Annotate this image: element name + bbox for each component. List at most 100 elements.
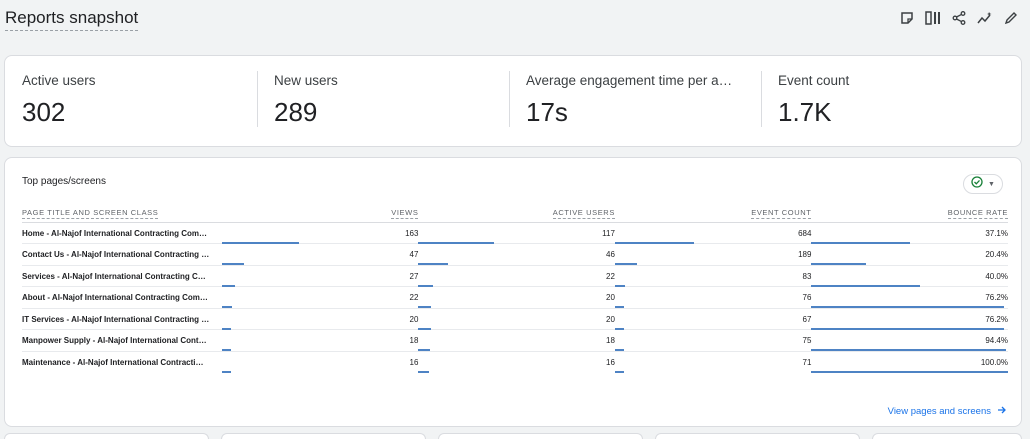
table-row[interactable]: Home - Al-Najof International Contractin… bbox=[22, 222, 1008, 245]
cell-value: 37.1% bbox=[985, 228, 1008, 238]
table-row[interactable]: Contact Us - Al-Najof International Cont… bbox=[22, 243, 1008, 266]
compare-icon[interactable] bbox=[924, 9, 942, 27]
value-bar bbox=[221, 241, 300, 244]
cell-value: 94.4% bbox=[985, 336, 1008, 346]
value-bar bbox=[811, 371, 1008, 374]
views-cell: 22 bbox=[221, 286, 419, 309]
kpi-label: Active users bbox=[22, 73, 96, 88]
active-users-cell: 20 bbox=[418, 286, 615, 309]
value-bar bbox=[418, 284, 433, 287]
views-cell: 47 bbox=[221, 243, 419, 266]
cell-value: 27 bbox=[409, 271, 419, 281]
cell-value: 16 bbox=[409, 358, 419, 368]
share-icon[interactable] bbox=[950, 9, 968, 27]
views-cell: 27 bbox=[221, 265, 419, 288]
value-bar bbox=[418, 241, 494, 244]
table-row[interactable]: Services - Al-Najof International Contra… bbox=[22, 265, 1008, 288]
table-row[interactable]: IT Services - Al-Najof International Con… bbox=[22, 308, 1008, 331]
value-bar bbox=[811, 306, 1005, 309]
column-header-page-title[interactable]: PAGE TITLE AND SCREEN CLASS bbox=[22, 203, 222, 223]
value-bar bbox=[614, 241, 694, 244]
column-header-active-users[interactable]: ACTIVE USERS bbox=[418, 203, 615, 223]
views-cell: 16 bbox=[221, 352, 419, 374]
cell-value: 47 bbox=[409, 250, 419, 260]
cell-value: 20 bbox=[606, 293, 615, 303]
kpi-card: Active users 302 New users 289 Average e… bbox=[4, 55, 1022, 147]
page-title-cell[interactable]: Maintenance - Al-Najof International Con… bbox=[22, 358, 204, 368]
cell-value: 76.2% bbox=[985, 293, 1008, 303]
cell-value: 163 bbox=[405, 228, 419, 238]
bounce-rate-cell: 37.1% bbox=[811, 222, 1008, 245]
page-header: Reports snapshot bbox=[0, 0, 1030, 40]
cell-value: 16 bbox=[606, 358, 615, 368]
value-bar bbox=[221, 284, 235, 287]
kpi-active-users[interactable]: Active users 302 bbox=[5, 56, 257, 148]
header-toolbar bbox=[898, 9, 1020, 27]
page-title-cell[interactable]: IT Services - Al-Najof International Con… bbox=[22, 308, 222, 331]
annotation-icon[interactable] bbox=[898, 9, 916, 27]
comparison-filter-button[interactable]: ▼ bbox=[963, 174, 1003, 194]
cell-value: 22 bbox=[409, 293, 419, 303]
kpi-value: 302 bbox=[22, 97, 66, 127]
bounce-rate-cell: 76.2% bbox=[811, 286, 1008, 309]
value-bar bbox=[221, 306, 233, 309]
value-bar bbox=[418, 349, 431, 352]
insights-icon[interactable] bbox=[976, 9, 994, 27]
event-count-cell: 71 bbox=[614, 352, 811, 374]
cell-value: 189 bbox=[798, 250, 812, 260]
cell-value: 18 bbox=[606, 336, 615, 346]
active-users-cell: 22 bbox=[418, 265, 615, 288]
column-header-bounce-rate[interactable]: BOUNCE RATE bbox=[811, 203, 1008, 223]
page-title-cell[interactable]: Contact Us - Al-Najof International Cont… bbox=[22, 243, 222, 266]
edit-icon[interactable] bbox=[1002, 9, 1020, 27]
kpi-value: 17s bbox=[526, 97, 568, 127]
table-row[interactable]: Maintenance - Al-Najof International Con… bbox=[22, 352, 1008, 374]
cell-value: 684 bbox=[798, 228, 812, 238]
active-users-cell: 20 bbox=[418, 308, 615, 331]
page-title-cell[interactable]: Home - Al-Najof International Contractin… bbox=[22, 222, 222, 245]
column-header-views[interactable]: VIEWS bbox=[221, 203, 419, 223]
page-title-cell[interactable]: Manpower Supply - Al-Najof International… bbox=[22, 329, 222, 353]
table-row[interactable]: About - Al-Najof International Contracti… bbox=[22, 286, 1008, 309]
event-count-cell: 684 bbox=[614, 222, 812, 245]
cell-value: 76.2% bbox=[985, 314, 1008, 324]
cell-value: 20.4% bbox=[985, 250, 1008, 260]
event-count-cell: 75 bbox=[614, 329, 812, 353]
check-circle-icon bbox=[971, 175, 983, 193]
pages-table: PAGE TITLE AND SCREEN CLASS VIEWS ACTIVE… bbox=[22, 203, 1008, 374]
page-title[interactable]: Reports snapshot bbox=[5, 8, 139, 31]
kpi-avg-engagement-time[interactable]: Average engagement time per active user … bbox=[509, 56, 761, 148]
column-header-event-count[interactable]: EVENT COUNT bbox=[614, 203, 812, 223]
event-count-cell: 67 bbox=[614, 308, 812, 331]
link-label: View pages and screens bbox=[887, 406, 991, 417]
value-bar bbox=[418, 327, 432, 330]
value-bar bbox=[614, 349, 624, 352]
chevron-down-icon: ▼ bbox=[988, 180, 995, 188]
active-users-cell: 16 bbox=[418, 352, 615, 374]
cell-value: 22 bbox=[606, 271, 615, 281]
value-bar bbox=[221, 371, 231, 374]
value-bar bbox=[418, 263, 449, 266]
page-title-cell[interactable]: About - Al-Najof International Contracti… bbox=[22, 286, 222, 309]
kpi-value: 1.7K bbox=[778, 97, 832, 127]
page-title-cell[interactable]: Services - Al-Najof International Contra… bbox=[22, 265, 222, 288]
value-bar bbox=[614, 371, 624, 374]
next-cards-edge bbox=[0, 433, 1030, 439]
value-bar bbox=[811, 241, 910, 244]
bounce-rate-cell: 94.4% bbox=[811, 329, 1008, 353]
kpi-new-users[interactable]: New users 289 bbox=[257, 56, 509, 148]
kpi-event-count[interactable]: Event count 1.7K bbox=[761, 56, 1013, 148]
value-bar bbox=[811, 284, 920, 287]
bounce-rate-cell: 76.2% bbox=[811, 308, 1008, 331]
next-card-edge bbox=[872, 433, 1022, 439]
card-title: Top pages/screens bbox=[22, 176, 106, 187]
kpi-value: 289 bbox=[274, 97, 318, 127]
kpi-label: Average engagement time per active user bbox=[526, 73, 736, 88]
table-row[interactable]: Manpower Supply - Al-Najof International… bbox=[22, 329, 1008, 353]
cell-value: 46 bbox=[606, 250, 615, 260]
view-pages-link[interactable]: View pages and screens bbox=[888, 405, 1007, 418]
value-bar bbox=[811, 327, 1005, 330]
views-cell: 163 bbox=[221, 222, 419, 245]
cell-value: 100.0% bbox=[980, 358, 1008, 368]
value-bar bbox=[221, 349, 231, 352]
